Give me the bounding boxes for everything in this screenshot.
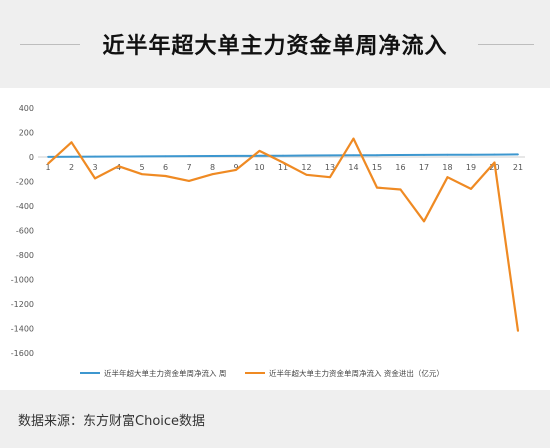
x-tick-label: 14: [348, 163, 358, 172]
series-2-point: [423, 220, 425, 223]
series-2-point: [70, 141, 73, 144]
series-1-point: [446, 153, 449, 156]
series-1-point: [70, 155, 73, 158]
series-1-point: [188, 155, 190, 158]
y-tick-label: 400: [19, 104, 34, 113]
x-tick-label: 13: [325, 163, 335, 172]
x-tick-label: 8: [210, 163, 215, 172]
series-1-point: [376, 154, 378, 157]
y-tick-label: 0: [29, 153, 34, 162]
x-tick-label: 6: [163, 163, 168, 172]
series-1-point: [258, 154, 261, 157]
series-2-point: [258, 149, 261, 152]
series-1-point: [493, 153, 496, 156]
x-tick-label: 1: [45, 163, 50, 172]
series-1-point: [141, 155, 143, 158]
series-2-point: [329, 176, 331, 179]
y-tick-label: -1600: [11, 349, 34, 358]
y-tick-label: -600: [16, 227, 34, 236]
x-tick-label: 17: [419, 163, 429, 172]
series-2-point: [188, 179, 190, 182]
chart-title: 近半年超大单主力资金单周净流入: [102, 34, 448, 59]
series-1-point: [235, 154, 237, 157]
series-1-point: [47, 155, 49, 158]
series-2-point: [211, 173, 214, 176]
x-tick-label: 11: [278, 163, 288, 172]
series-2-point: [352, 137, 355, 140]
series-1-point: [423, 154, 425, 156]
series-1-point: [352, 154, 355, 157]
series-2-point: [446, 176, 449, 179]
series-2-point: [94, 177, 96, 180]
x-tick-label: 9: [233, 163, 238, 172]
series-2-point: [399, 188, 402, 191]
series-1-point: [164, 155, 167, 158]
x-tick-label: 3: [92, 163, 97, 172]
x-tick-label: 21: [513, 163, 523, 172]
data-source-note: 数据来源：东方财富Choice数据: [18, 414, 206, 429]
series-1-point: [211, 155, 214, 157]
x-tick-label: 5: [139, 163, 144, 172]
series-2-point: [470, 187, 472, 190]
x-tick-label: 7: [186, 163, 191, 172]
x-tick-label: 19: [466, 163, 476, 172]
series-2-point: [305, 173, 308, 176]
x-tick-label: 12: [301, 163, 311, 172]
title-rule-left: [20, 44, 80, 45]
series-2-point: [517, 330, 519, 332]
series-1-point: [517, 153, 519, 156]
series-1-point: [470, 153, 472, 156]
series-1-point: [282, 154, 284, 157]
series-1-point: [399, 154, 402, 156]
x-tick-label: 10: [254, 163, 264, 172]
x-tick-label: 4: [116, 163, 121, 172]
legend-label-2: 近半年超大单主力资金单周净流入 资金进出（亿元）: [269, 368, 444, 378]
y-tick-label: -1400: [11, 325, 34, 334]
legend-label-1: 近半年超大单主力资金单周净流入 周: [104, 368, 226, 378]
y-tick-label: -400: [16, 202, 34, 211]
y-tick-label: -1200: [11, 300, 34, 309]
series-1-point: [94, 155, 96, 158]
chart-panel: [0, 88, 550, 390]
title-rule-right: [478, 44, 534, 45]
x-tick-label: 15: [372, 163, 382, 172]
x-tick-label: 16: [395, 163, 405, 172]
y-tick-label: -1000: [11, 276, 34, 285]
y-tick-label: -200: [16, 178, 34, 187]
series-2-point: [141, 173, 143, 176]
series-1-point: [329, 154, 331, 157]
x-tick-label: 18: [442, 163, 452, 172]
series-1-point: [117, 155, 120, 158]
series-2-point: [282, 161, 284, 164]
series-2-point: [376, 186, 378, 189]
chart-header: 近半年超大单主力资金单周净流入: [0, 22, 550, 62]
series-2-point: [117, 165, 120, 168]
series-2-point: [164, 175, 167, 177]
series-2-point: [47, 162, 49, 165]
series-2-point: [493, 161, 496, 164]
x-tick-label: 2: [69, 163, 74, 172]
y-tick-label: -800: [16, 251, 34, 260]
series-1-point: [305, 154, 308, 157]
y-tick-label: 200: [19, 129, 34, 138]
series-2-point: [235, 168, 237, 171]
